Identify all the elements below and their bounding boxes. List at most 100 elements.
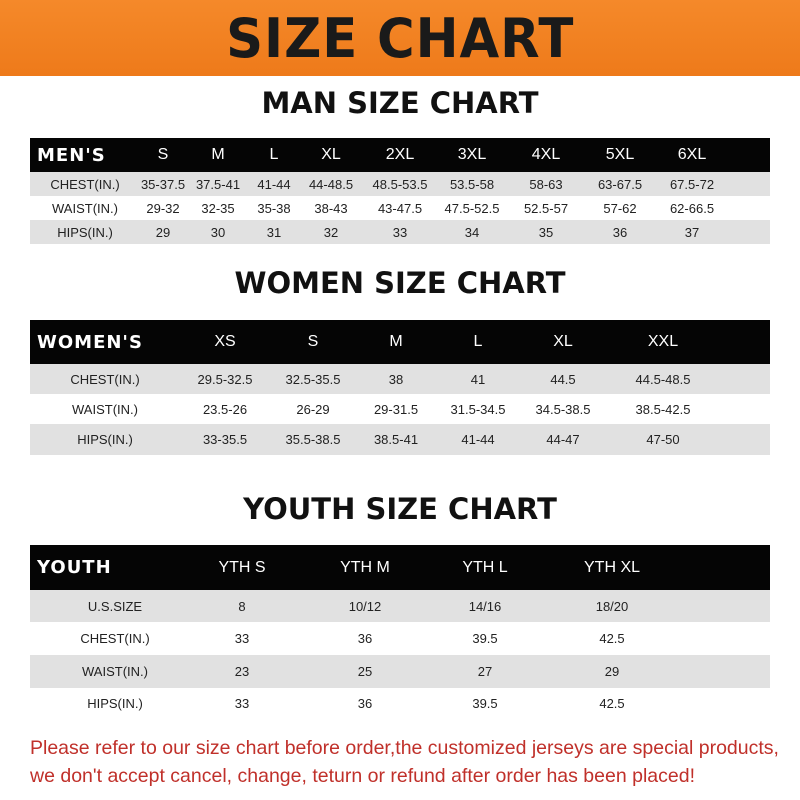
table-cell: 67.5-72	[669, 176, 715, 192]
table-row: CHEST(IN.) 35-37.5 37.5-41 41-44 44-48.5 48.5…	[30, 172, 770, 196]
table-cell: 53.5-58	[449, 176, 495, 192]
table-row: CHEST(IN.) 33 36 39.5 42.5	[30, 622, 770, 655]
table-cell: 58-63	[529, 176, 563, 192]
table-cell: 47.5-52.5	[444, 200, 500, 216]
table-cell: 33-35.5	[202, 432, 248, 447]
table-cell: 33	[234, 696, 250, 711]
table-cell: 38-43	[314, 200, 348, 216]
table-row: WAIST(IN.) 23.5-26 26-29 29-31.5 31.5-34.5 34…	[30, 394, 770, 424]
size-header: YTH L	[462, 558, 508, 576]
table-cell: 44.5-48.5	[635, 371, 691, 387]
table-cell: 23	[234, 664, 250, 679]
youth-section-title: YOUTH SIZE CHART	[243, 492, 557, 526]
table-cell: 38.5-42.5	[635, 401, 691, 417]
size-header: XS	[214, 333, 236, 350]
table-cell: 36	[357, 696, 373, 711]
row-label: HIPS(IN.)	[77, 432, 133, 447]
table-title-cell: MEN'S	[37, 144, 106, 166]
size-header: 3XL	[457, 146, 487, 163]
table-cell: 38.5-41	[373, 432, 419, 447]
table-cell: 18/20	[595, 598, 629, 614]
table-cell: 42.5	[599, 631, 625, 646]
row-label: CHEST(IN.)	[50, 176, 120, 192]
size-header: 6XL	[677, 146, 707, 163]
table-cell: 31	[266, 224, 282, 240]
size-header: 4XL	[531, 146, 561, 163]
row-label: WAIST(IN.)	[72, 401, 138, 417]
table-cell: 33	[392, 224, 408, 240]
table-row: U.S.SIZE 8 10/12 14/16 18/20	[30, 590, 770, 622]
table-cell: 32	[323, 224, 339, 240]
table-cell: 57-62	[603, 200, 637, 216]
row-label: CHEST(IN.)	[70, 371, 140, 387]
table-row: HIPS(IN.) 29 30 31 32 33 34 35 36 37	[30, 220, 770, 244]
table-title-cell: WOMEN'S	[37, 331, 143, 353]
table-cell: 8	[238, 598, 246, 614]
size-header: YTH S	[218, 558, 266, 576]
size-header: XL	[553, 333, 573, 350]
table-cell: 47-50	[646, 432, 680, 447]
table-cell: 44-47	[546, 432, 580, 447]
row-label: WAIST(IN.)	[52, 200, 118, 216]
row-label: WAIST(IN.)	[82, 664, 148, 679]
table-cell: 62-66.5	[669, 200, 715, 216]
table-cell: 30	[210, 224, 226, 240]
table-cell: 34.5-38.5	[535, 401, 591, 417]
women-section-title: WOMEN SIZE CHART	[234, 266, 566, 300]
table-cell: 14/16	[468, 598, 502, 614]
table-cell: 37	[684, 224, 700, 240]
row-label: HIPS(IN.)	[87, 696, 143, 711]
size-chart-banner: SIZE CHART	[0, 0, 800, 76]
table-cell: 33	[234, 631, 250, 646]
header-row: YOUTH YTH S YTH M YTH L YTH XL	[30, 545, 770, 590]
row-label: HIPS(IN.)	[57, 224, 113, 240]
table-row: WAIST(IN.) 29-32 32-35 35-38 38-43 43-47.5 47.…	[30, 196, 770, 220]
table-cell: 38	[388, 371, 404, 387]
size-header: 2XL	[385, 146, 415, 163]
table-row: WAIST(IN.) 23 25 27 29	[30, 655, 770, 688]
table-cell: 29	[155, 224, 171, 240]
table-cell: 35-37.5	[140, 176, 186, 192]
table-cell: 34	[464, 224, 480, 240]
size-header: YTH M	[340, 558, 390, 576]
table-cell: 27	[477, 664, 493, 679]
notice-line-2: we don't accept cancel, change, teturn o…	[30, 765, 695, 787]
table-cell: 44-48.5	[308, 176, 354, 192]
row-label: U.S.SIZE	[87, 598, 143, 614]
table-cell: 41-44	[257, 176, 291, 192]
table-cell: 32.5-35.5	[285, 371, 341, 387]
table-cell: 10/12	[348, 598, 382, 614]
table-cell: 41-44	[461, 432, 495, 447]
men-section-title: MAN SIZE CHART	[261, 86, 539, 120]
size-header: 5XL	[605, 146, 635, 163]
table-cell: 32-35	[201, 200, 235, 216]
table-cell: 48.5-53.5	[372, 176, 428, 192]
size-header: L	[269, 146, 279, 163]
youth-size-table: YOUTH YTH S YTH M YTH L YTH XL U.S.SIZE 8 10/12…	[30, 545, 770, 719]
table-cell: 39.5	[472, 696, 498, 711]
size-header: YTH XL	[583, 558, 641, 576]
size-header: S	[307, 333, 319, 350]
table-row: CHEST(IN.) 29.5-32.5 32.5-35.5 38 41 44.5 44.5…	[30, 364, 770, 394]
table-cell: 26-29	[296, 401, 330, 417]
table-cell: 37.5-41	[195, 176, 241, 192]
size-header: L	[473, 333, 483, 350]
header-row: WOMEN'S XS S M L XL XXL	[30, 320, 770, 364]
size-header: M	[389, 333, 403, 350]
size-header: XL	[321, 146, 341, 163]
table-cell: 35	[538, 224, 554, 240]
banner-title: SIZE CHART	[225, 6, 575, 70]
table-cell: 35.5-38.5	[285, 432, 341, 447]
table-title-cell: YOUTH	[37, 557, 112, 578]
notice-line-1: Please refer to our size chart before or…	[30, 737, 779, 759]
header-row: MEN'S S M L XL 2XL 3XL 4XL 5XL 6XL	[30, 138, 770, 172]
table-row: HIPS(IN.) 33 36 39.5 42.5	[30, 688, 770, 719]
table-cell: 36	[357, 631, 373, 646]
table-cell: 31.5-34.5	[450, 401, 506, 417]
size-header: S	[157, 146, 169, 163]
men-size-table: MEN'S S M L XL 2XL 3XL 4XL 5XL 6XL CHEST(IN.) 35-37…	[30, 138, 770, 244]
table-cell: 44.5	[550, 371, 576, 387]
table-cell: 29-32	[146, 200, 180, 216]
table-cell: 35-38	[257, 200, 291, 216]
table-cell: 41	[470, 371, 486, 387]
